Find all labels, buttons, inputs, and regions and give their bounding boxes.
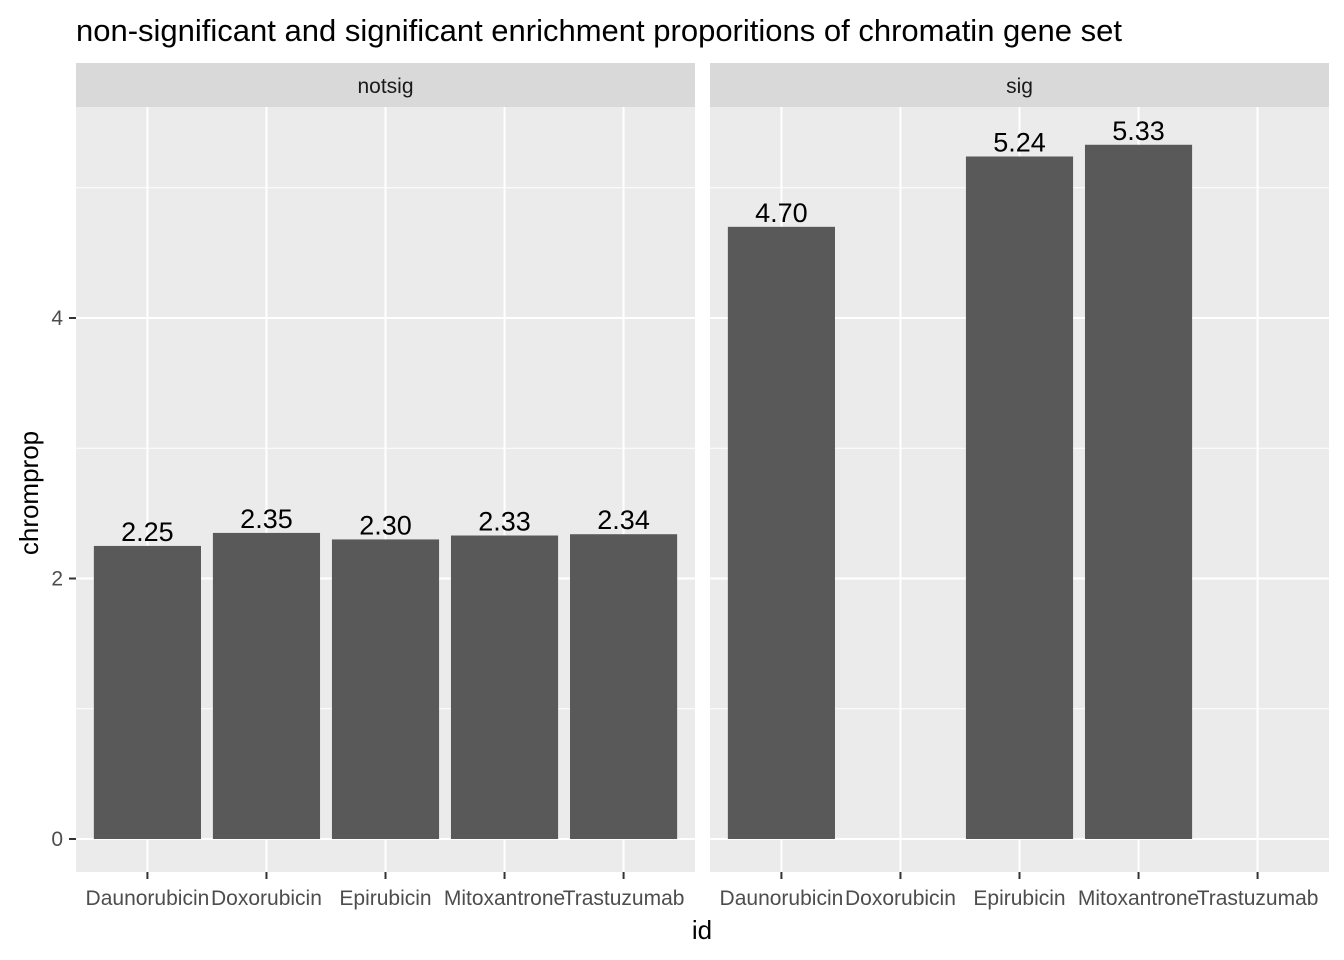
bar-label: 2.25 <box>121 517 174 547</box>
x-axis-title: id <box>692 915 712 945</box>
x-tick-label: Mitoxantrone <box>1078 887 1199 910</box>
x-tick-label: Trastuzumab <box>563 887 685 910</box>
facet-panel-sig: 4.70 5.24 5.33 sig Daunorubicin Doxorubicin Ep… <box>710 63 1329 910</box>
bar-label: 5.33 <box>1112 116 1165 146</box>
facet-strip-label: sig <box>1006 75 1033 98</box>
x-tick-label: Daunorubicin <box>720 887 844 910</box>
bar-sig-epirubicin <box>965 156 1074 840</box>
facet-strip-label: notsig <box>357 75 413 98</box>
chart-title: non-significant and significant enrichme… <box>76 13 1122 48</box>
bar-notsig-daunorubicin <box>93 545 201 839</box>
y-tick-label: 4 <box>51 307 63 330</box>
facet-panel-notsig: 2.25 2.35 2.30 2.33 2.34 notsig Daunorubicin Do… <box>76 63 695 910</box>
x-tick-label: Mitoxantrone <box>444 887 565 910</box>
bar-sig-mitoxantrone <box>1084 144 1193 839</box>
bar-label: 2.33 <box>478 507 531 537</box>
facet-strip <box>710 63 1329 107</box>
bar-label: 2.34 <box>597 505 650 535</box>
bar-label: 4.70 <box>755 198 808 228</box>
bar-notsig-epirubicin <box>331 539 440 839</box>
y-tick-label: 0 <box>51 828 63 851</box>
bar-sig-daunorubicin <box>727 226 835 839</box>
x-tick-label: Epirubicin <box>973 887 1065 910</box>
bar-notsig-trastuzumab <box>570 534 678 839</box>
bar-label: 5.24 <box>993 127 1046 157</box>
bar-label: 2.35 <box>240 504 293 534</box>
bar-notsig-mitoxantrone <box>450 535 559 839</box>
y-axis: 0 2 4 <box>51 307 76 851</box>
y-tick-label: 2 <box>51 568 63 591</box>
x-tick-label: Daunorubicin <box>86 887 210 910</box>
y-axis-title: chromprop <box>14 431 44 555</box>
x-tick-label: Doxorubicin <box>211 887 322 910</box>
bar-label: 2.30 <box>359 510 412 540</box>
x-tick-label: Trastuzumab <box>1197 887 1319 910</box>
facet-strip <box>76 63 695 107</box>
x-tick-label: Doxorubicin <box>845 887 956 910</box>
x-tick-label: Epirubicin <box>339 887 431 910</box>
bar-notsig-doxorubicin <box>212 532 321 839</box>
